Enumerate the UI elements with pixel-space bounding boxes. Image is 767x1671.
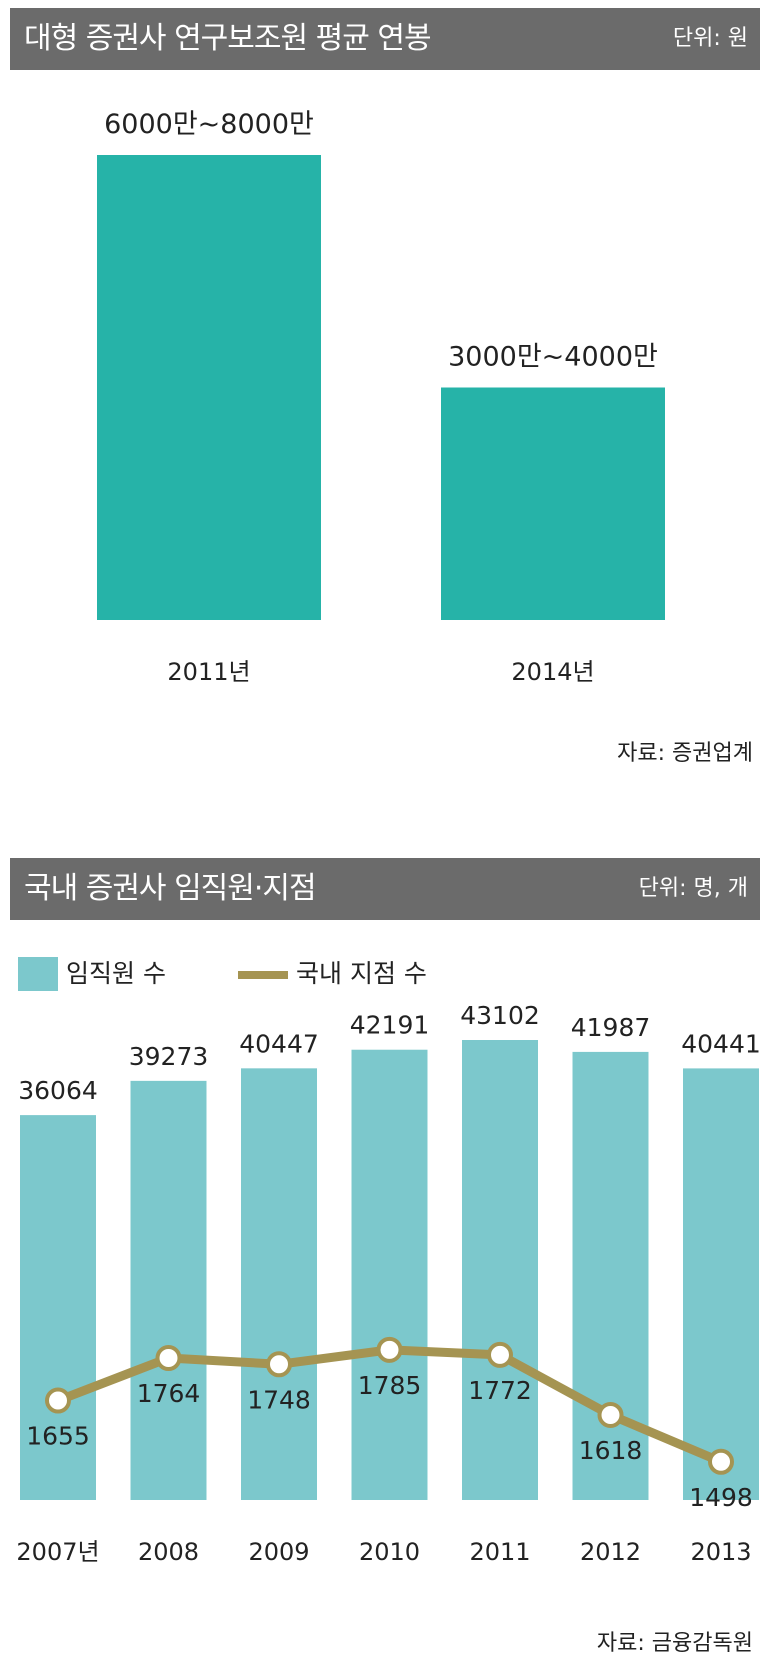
chart2-bar-value-0: 36064 [18,1076,98,1105]
chart2-branch-point-3 [376,1336,403,1363]
legend-line-swatch [238,971,288,979]
chart2-branch-point-1 [155,1345,182,1372]
chart2-bar-6 [683,1068,759,1500]
chart1-title: 대형 증권사 연구보조원 평균 연봉 [24,21,432,56]
legend-line-label: 국내 지점 수 [296,959,427,988]
chart2-title: 국내 증권사 임직원·지점 [24,871,317,906]
chart2-x-tick-4: 2011 [469,1538,530,1566]
chart2-branch-value-4: 1772 [468,1376,532,1405]
chart2-bar-4 [462,1040,538,1500]
chart1-x-tick-1: 2014년 [511,658,594,686]
chart2-branch-point-0 [45,1387,71,1414]
chart2-branch-value-5: 1618 [579,1436,643,1465]
chart2-bar-3 [351,1049,428,1500]
chart2-x-tick-3: 2010 [359,1538,420,1566]
chart2-branch-value-3: 1785 [358,1371,422,1400]
chart2-bar-0 [20,1115,96,1500]
chart1-value-label-0: 6000만~8000만 [104,109,314,140]
chart1-value-label-1: 3000만~4000만 [448,342,658,373]
chart2-source: 자료: 금융감독원 [596,1631,753,1656]
chart2-bar-1 [130,1080,207,1500]
chart1-source: 자료: 증권업계 [617,741,753,766]
chart2-bar-value-5: 41987 [571,1013,651,1042]
chart2-branch-value-1: 1764 [137,1379,201,1408]
chart2-branch-point-4 [487,1341,513,1368]
chart2-branch-value-2: 1748 [247,1385,311,1414]
chart2-unit: 단위: 명, 개 [638,876,748,901]
chart2-x-tick-1: 2008 [138,1538,199,1566]
chart2-branch-point-6 [708,1448,734,1475]
chart1-title-bar: 대형 증권사 연구보조원 평균 연봉 단위: 원 [10,8,760,70]
chart2-x-tick-2: 2009 [248,1538,309,1566]
chart2-bar-value-1: 39273 [129,1042,209,1071]
chart1-plot: 6000만~8000만 2011년 3000만~4000만 2014년 [97,109,665,686]
chart2-branch-point-2 [266,1351,292,1378]
chart2-x-tick-5: 2012 [580,1538,641,1566]
chart1-x-tick-0: 2011년 [167,658,250,686]
chart2-bar-value-2: 40447 [239,1029,319,1058]
chart1-bar-0 [97,155,321,620]
chart2-x-tick-0: 2007년 [16,1538,99,1566]
chart2-bar-value-6: 40441 [681,1029,761,1058]
legend-bar-swatch [18,957,58,991]
chart2-branch-value-6: 1498 [689,1483,753,1512]
chart1-bar-1 [441,387,665,620]
chart2-x-tick-6: 2013 [690,1538,751,1566]
chart2-branch-value-0: 1655 [26,1422,90,1451]
chart2-bar-2 [241,1068,317,1500]
chart2-branch-point-5 [597,1401,624,1428]
chart2-bar-5 [572,1051,649,1500]
chart2-bar-value-4: 43102 [460,1001,540,1030]
legend-bar-label: 임직원 수 [66,959,166,988]
chart2-bar-value-3: 42191 [350,1011,430,1040]
chart1-unit: 단위: 원 [672,26,748,51]
chart2-title-bar: 국내 증권사 임직원·지점 단위: 명, 개 [10,858,760,920]
